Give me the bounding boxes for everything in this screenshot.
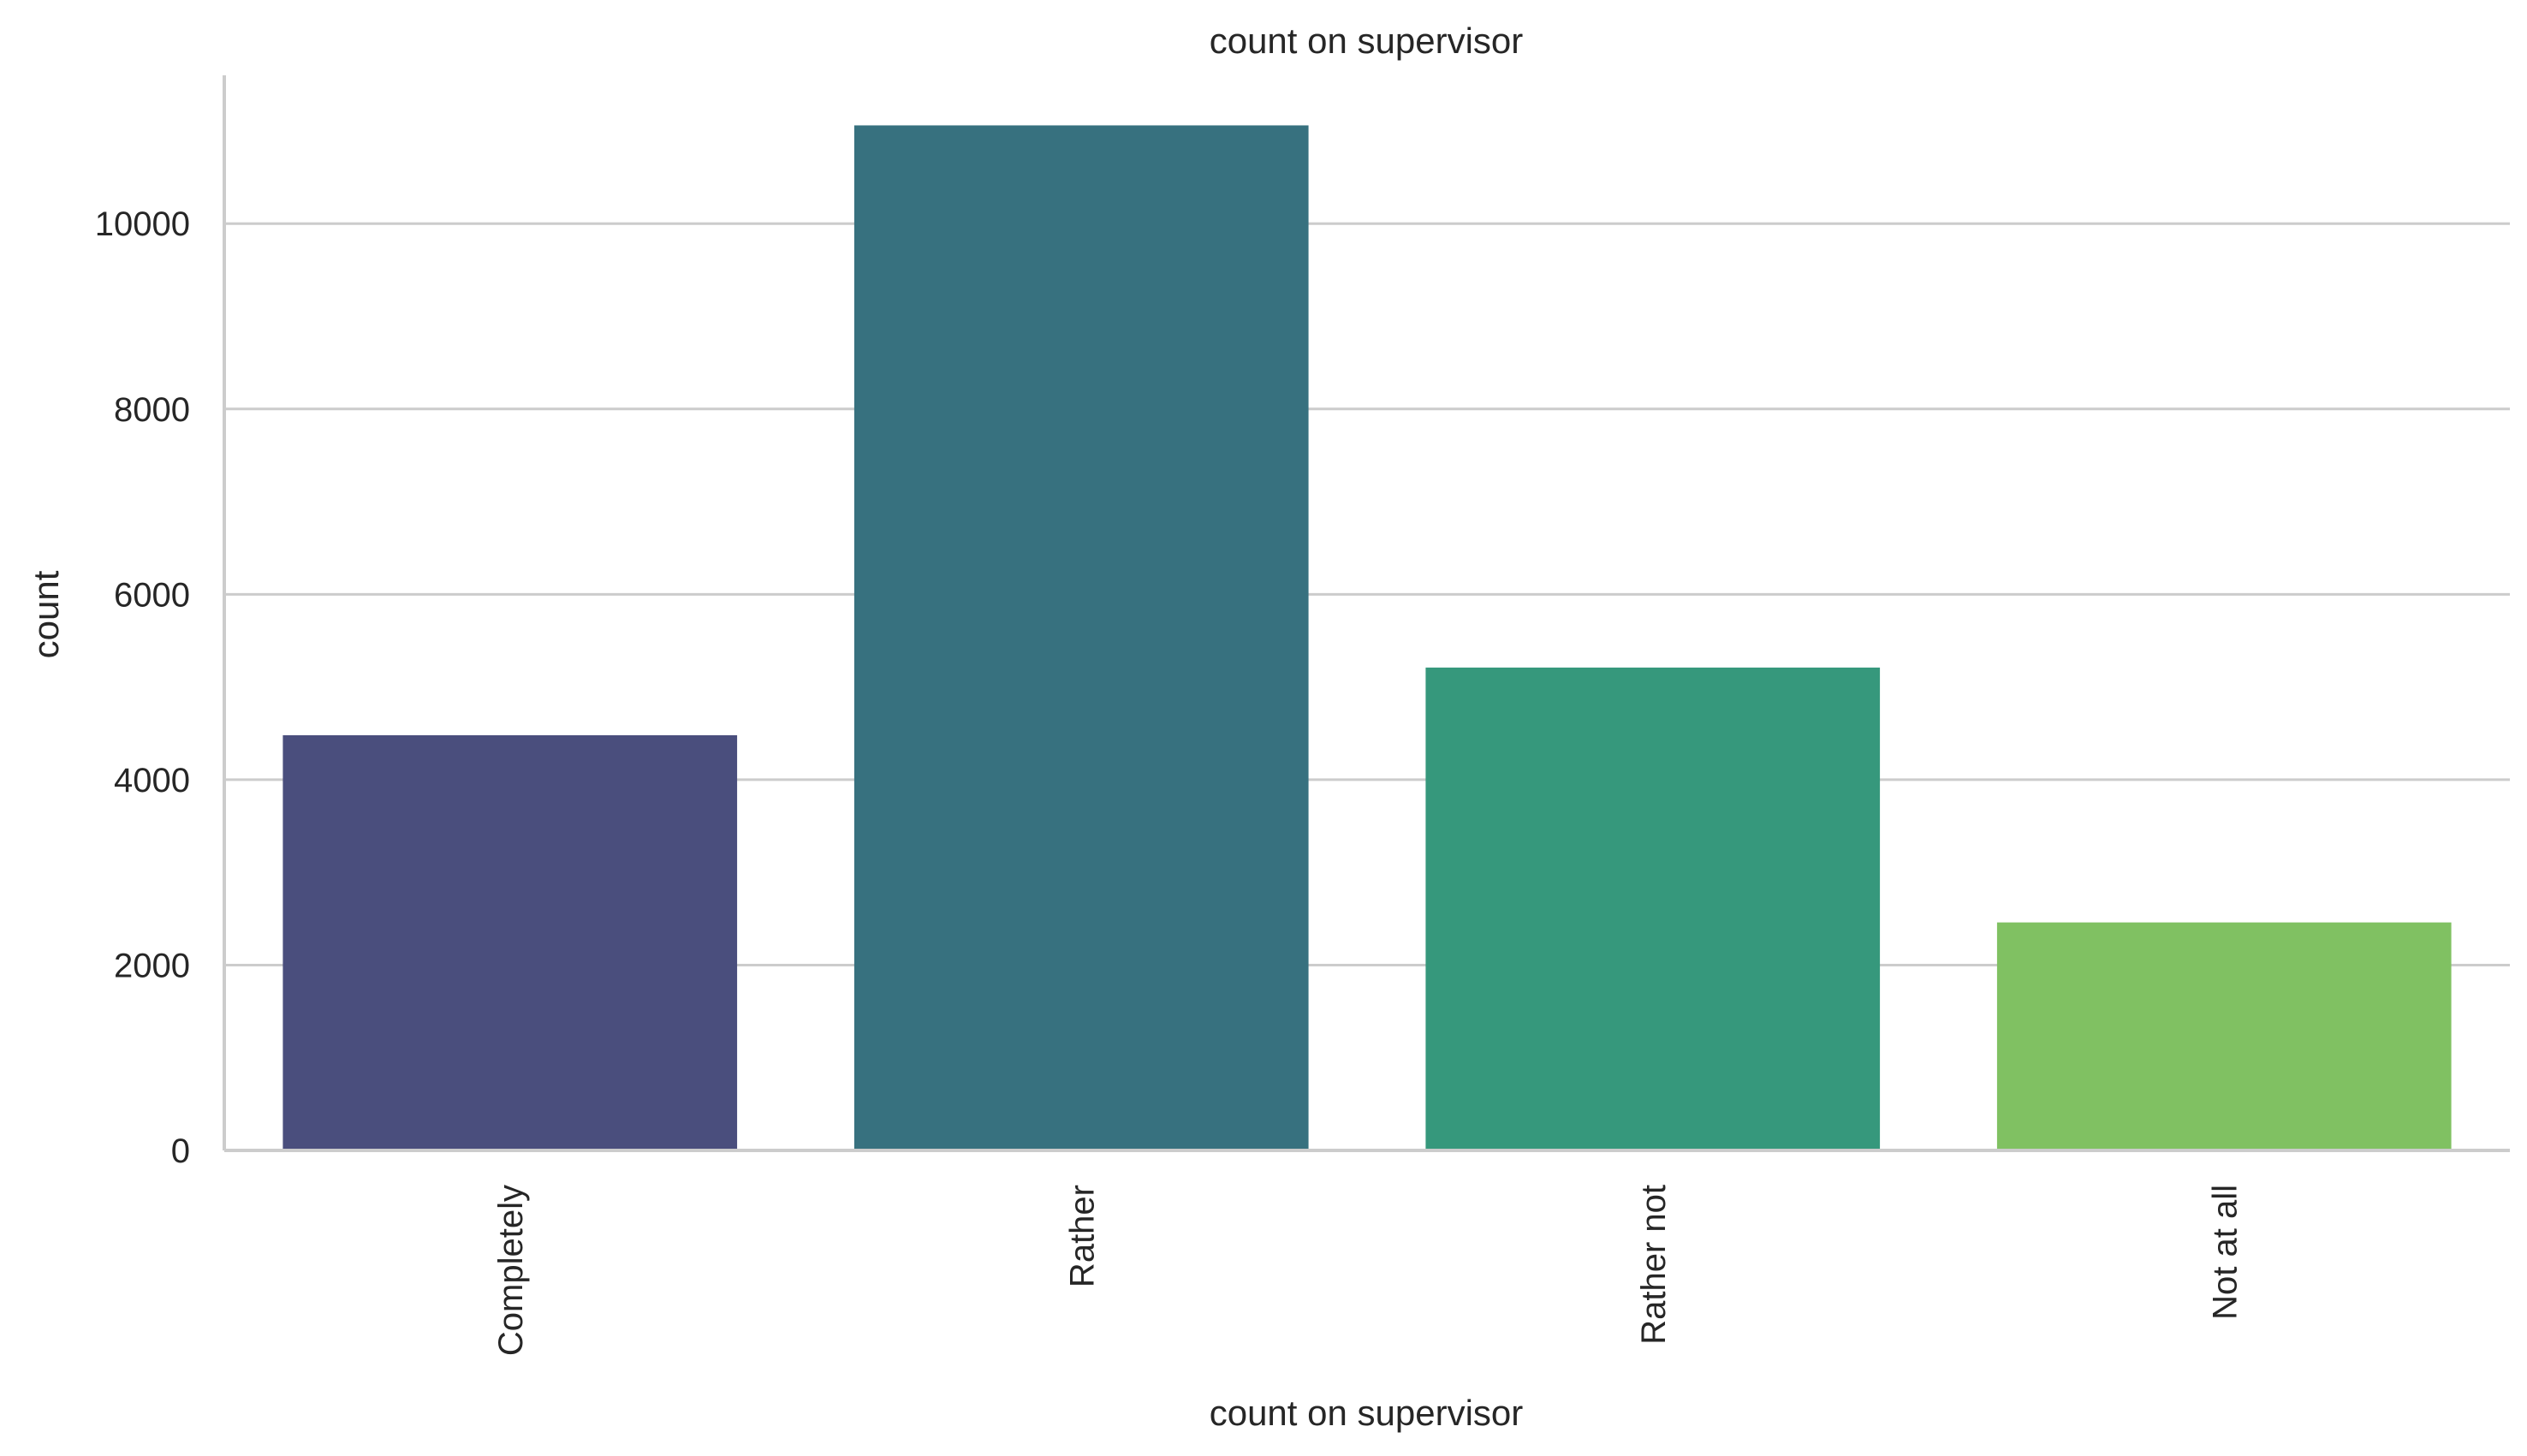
bars: [282, 125, 2452, 1150]
y-tick-label: 0: [171, 1132, 190, 1170]
y-tick-label: 10000: [95, 205, 190, 243]
bar: [282, 734, 738, 1150]
y-tick-label: 2000: [114, 947, 190, 984]
x-axis-label: count on supervisor: [1210, 1393, 1524, 1433]
bar: [1996, 922, 2452, 1150]
x-tick-label: Not at all: [2206, 1185, 2244, 1320]
bar: [853, 125, 1309, 1150]
y-tick-label: 8000: [114, 391, 190, 429]
x-tick-label: Rather not: [1635, 1185, 1673, 1345]
x-tick-label: Completely: [492, 1185, 530, 1356]
bar: [1425, 667, 1881, 1150]
y-axis-label: count: [26, 570, 66, 658]
x-tick-labels: Completely Rather Rather not Not at all: [492, 1185, 2245, 1356]
x-tick-label: Rather: [1063, 1185, 1101, 1287]
y-tick-label: 6000: [114, 576, 190, 614]
chart-title: count on supervisor: [1210, 21, 1524, 61]
y-tick-label: 4000: [114, 762, 190, 799]
y-tick-labels: 0 2000 4000 6000 8000 10000: [95, 205, 190, 1170]
